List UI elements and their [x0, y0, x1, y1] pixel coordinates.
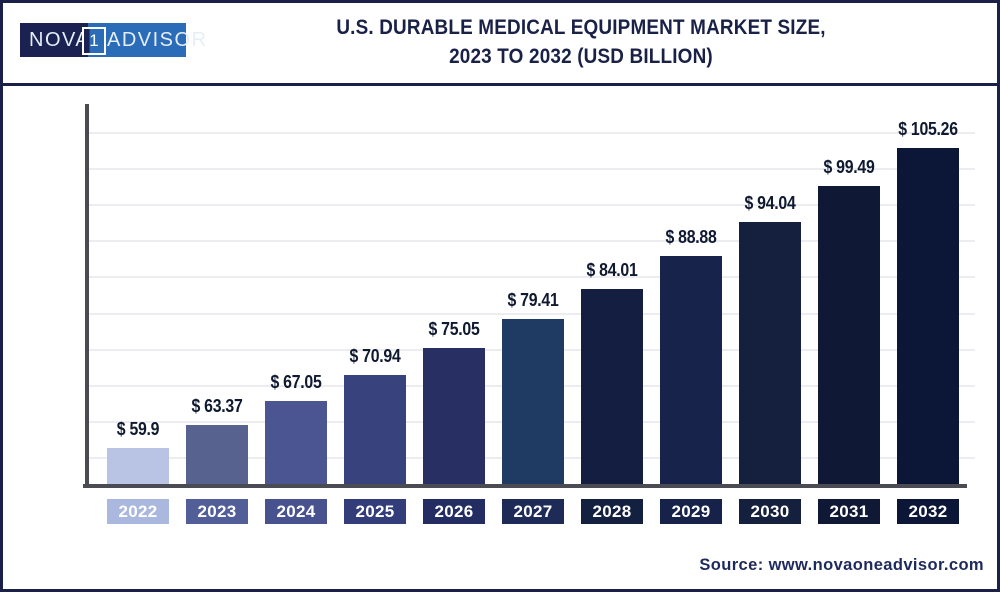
bar-value-label-2029: $ 88.88: [665, 227, 717, 248]
bar-value-label-2032: $ 105.26: [898, 119, 958, 140]
source-text: Source: www.novaoneadvisor.com: [699, 556, 984, 574]
logo-one-badge: 1: [82, 27, 106, 55]
gridline: [88, 312, 975, 315]
bar-2029: [660, 256, 722, 485]
gridline: [88, 132, 975, 134]
bar-2032: [897, 148, 959, 485]
bar-value-label-2023: $ 63.37: [191, 396, 243, 417]
bar-value-label-2024: $ 67.05: [270, 371, 322, 392]
bar-2031: [818, 186, 880, 485]
header-divider: [0, 83, 1000, 86]
y-axis-line: [85, 104, 89, 488]
brand-logo: NOVA ADVISOR 1: [20, 23, 206, 57]
logo-one-text: 1: [89, 31, 99, 50]
x-axis-label-2028: 2028: [581, 499, 643, 524]
bar-2028: [581, 288, 643, 485]
gridline: [88, 276, 975, 279]
logo-nova-text: NOVA: [29, 28, 91, 51]
x-axis-label-2027: 2027: [502, 499, 564, 524]
x-axis-label-2025: 2025: [344, 499, 406, 524]
bar-value-label-2031: $ 99.49: [823, 157, 875, 178]
bar-value-label-2025: $ 70.94: [349, 346, 401, 367]
x-axis-label-2030: 2030: [739, 499, 801, 524]
gridline: [88, 240, 975, 243]
bar-value-label-2022: $ 59.9: [116, 418, 160, 439]
x-axis-label-2032: 2032: [897, 499, 959, 524]
logo-nova-segment: NOVA: [20, 23, 91, 57]
x-axis-label-2023: 2023: [186, 499, 248, 524]
chart-title-line2: 2023 TO 2032 (USD BILLION): [449, 45, 713, 68]
bar-value-label-2026: $ 75.05: [428, 318, 480, 339]
chart-title: U.S. DURABLE MEDICAL EQUIPMENT MARKET SI…: [229, 13, 933, 71]
x-axis-line: [83, 484, 967, 488]
bar-2025: [344, 375, 406, 485]
x-axis-label-2024: 2024: [265, 499, 327, 524]
bar-2026: [423, 347, 485, 485]
x-axis-label-2022: 2022: [107, 499, 169, 524]
gridline: [88, 168, 975, 171]
gridline: [88, 204, 975, 207]
x-axis-label-2029: 2029: [660, 499, 722, 524]
x-axis-label-2031: 2031: [818, 499, 880, 524]
bar-2030: [739, 222, 801, 485]
bar-value-label-2028: $ 84.01: [586, 259, 638, 280]
bar-value-label-2030: $ 94.04: [744, 193, 796, 214]
bar-2027: [502, 319, 564, 485]
bar-2022: [107, 447, 169, 485]
bar-value-label-2027: $ 79.41: [507, 290, 559, 311]
bar-2024: [265, 400, 327, 485]
chart-title-line1: U.S. DURABLE MEDICAL EQUIPMENT MARKET SI…: [336, 16, 826, 39]
bar-2023: [186, 425, 248, 485]
x-axis-label-2026: 2026: [423, 499, 485, 524]
logo-advisor-text: ADVISOR: [107, 28, 208, 51]
